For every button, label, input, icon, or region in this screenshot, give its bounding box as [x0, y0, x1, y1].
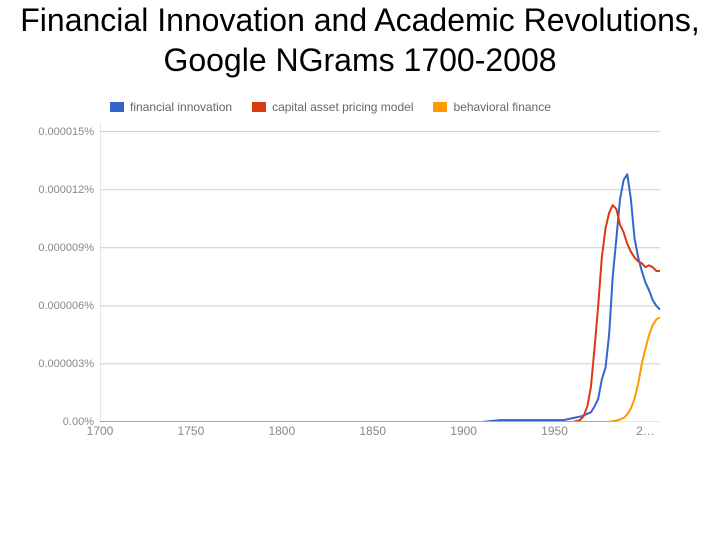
legend-item: financial innovation [110, 100, 232, 114]
series-line [100, 318, 660, 423]
legend-swatch-icon [433, 102, 447, 112]
legend-label: capital asset pricing model [272, 100, 413, 114]
y-tick-label: 0.000012% [38, 184, 94, 196]
page-title: Financial Innovation and Academic Revolu… [0, 0, 720, 90]
y-tick-label: 0.000006% [38, 300, 94, 312]
legend-label: financial innovation [130, 100, 232, 114]
legend-label: behavioral finance [453, 100, 550, 114]
legend-item: behavioral finance [433, 100, 550, 114]
chart-plot-area: 0.00%0.000003%0.000006%0.000009%0.000012… [20, 122, 660, 422]
x-tick-label: 1850 [359, 424, 386, 438]
x-tick-label: 2… [636, 424, 655, 438]
chart-svg [100, 122, 660, 422]
y-tick-label: 0.000009% [38, 242, 94, 254]
series-line [100, 174, 660, 422]
series-line [100, 205, 660, 422]
x-tick-label: 1700 [87, 424, 114, 438]
chart-legend: financial innovation capital asset prici… [110, 100, 700, 114]
y-tick-label: 0.000003% [38, 358, 94, 370]
x-tick-label: 1900 [450, 424, 477, 438]
x-axis-labels: 1700 1750 1800 1850 1900 1950 2… [20, 424, 660, 444]
legend-swatch-icon [110, 102, 124, 112]
ngram-chart: financial innovation capital asset prici… [20, 100, 700, 422]
legend-item: capital asset pricing model [252, 100, 413, 114]
x-tick-label: 1750 [178, 424, 205, 438]
x-tick-label: 1800 [268, 424, 295, 438]
y-axis-labels: 0.00%0.000003%0.000006%0.000009%0.000012… [20, 122, 98, 422]
legend-swatch-icon [252, 102, 266, 112]
x-tick-label: 1950 [541, 424, 568, 438]
y-tick-label: 0.000015% [38, 126, 94, 138]
